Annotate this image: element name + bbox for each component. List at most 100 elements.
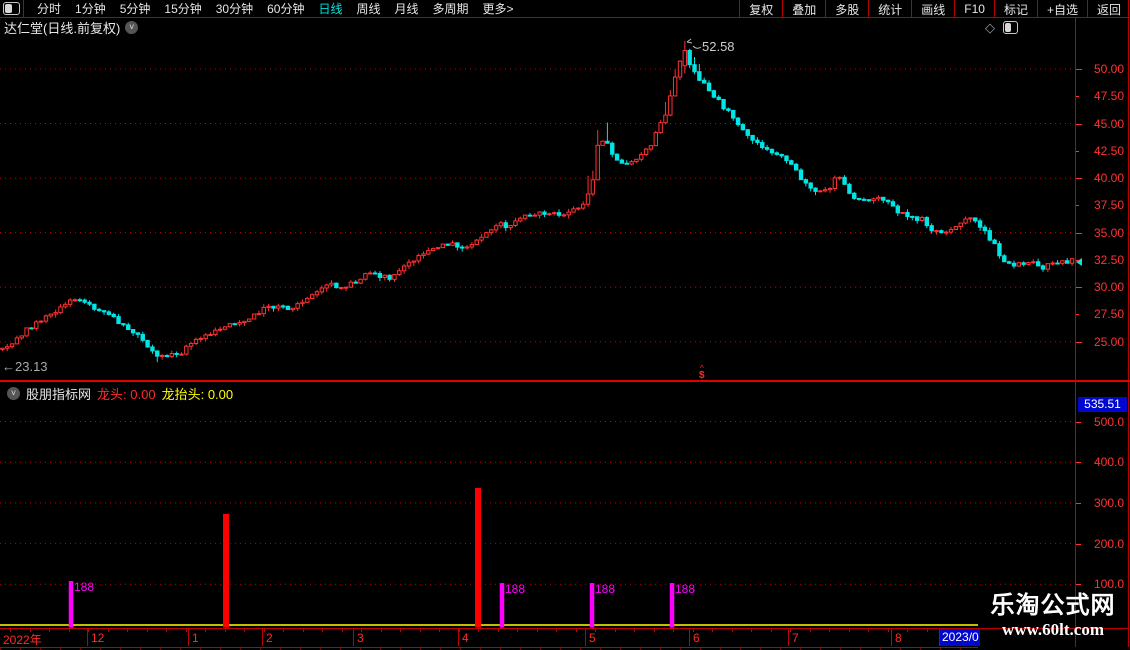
candle-body bbox=[319, 287, 325, 293]
candle-body bbox=[435, 247, 441, 250]
panel-split-icon[interactable] bbox=[1003, 21, 1018, 34]
cutoff-grid-fragment bbox=[240, 648, 241, 650]
menu-item-叠加[interactable]: 叠加 bbox=[782, 0, 825, 17]
panel-divider[interactable] bbox=[0, 380, 1130, 382]
candle-body bbox=[1002, 255, 1007, 263]
candle-body bbox=[193, 338, 199, 344]
menu-item-分时[interactable]: 分时 bbox=[37, 2, 62, 16]
menu-item-5分钟[interactable]: 5分钟 bbox=[119, 2, 151, 16]
menu-item-画线[interactable]: 画线 bbox=[911, 0, 954, 17]
time-axis-week-tick bbox=[517, 629, 518, 632]
candle-body bbox=[919, 217, 925, 221]
menu-item-返回[interactable]: 返回 bbox=[1086, 0, 1130, 17]
candle-body bbox=[832, 177, 838, 189]
cutoff-grid-fragment bbox=[100, 648, 101, 650]
candle-body bbox=[924, 217, 930, 227]
cutoff-grid-fragment bbox=[20, 648, 21, 650]
candle-body bbox=[38, 320, 44, 323]
title-bar-icons: ◇ bbox=[985, 21, 1018, 34]
time-axis-week-tick bbox=[575, 629, 577, 632]
menu-item-30分钟[interactable]: 30分钟 bbox=[215, 2, 254, 16]
menu-item-周线[interactable]: 周线 bbox=[356, 2, 381, 16]
candle-body bbox=[982, 226, 988, 232]
indicator-chevron-icon[interactable]: ˅ bbox=[7, 386, 20, 400]
cutoff-grid-fragment bbox=[880, 648, 881, 650]
candle-body bbox=[343, 286, 349, 289]
chevron-down-icon[interactable]: ˅ bbox=[125, 21, 139, 34]
candle-body bbox=[735, 117, 741, 126]
price-axis: 50.00 47.50 45.00 42.50 40.00 37.50 35.00 32.50… bbox=[1076, 37, 1128, 380]
menu-item-标记[interactable]: 标记 bbox=[993, 0, 1037, 17]
indicator-axis-tick bbox=[1076, 543, 1081, 545]
candle-body bbox=[169, 353, 175, 358]
price-axis-label: 40.00 bbox=[1093, 171, 1124, 186]
candle-body bbox=[910, 215, 915, 218]
menu-item-60分钟[interactable]: 60分钟 bbox=[267, 2, 305, 16]
time-axis-week-tick bbox=[926, 629, 928, 632]
candle-body bbox=[1006, 261, 1012, 264]
candle-body bbox=[53, 312, 58, 315]
menu-item-多股[interactable]: 多股 bbox=[825, 0, 868, 17]
candle-body bbox=[1026, 262, 1031, 265]
cutoff-grid-fragment bbox=[120, 648, 121, 650]
candle-body bbox=[285, 305, 291, 311]
candle-body bbox=[0, 347, 5, 350]
candle-body bbox=[184, 345, 189, 355]
candle-body bbox=[687, 49, 692, 66]
candle-body bbox=[639, 153, 644, 160]
candle-body bbox=[706, 82, 712, 92]
menu-item-更多>[interactable]: 更多> bbox=[482, 2, 514, 16]
menu-item-月线[interactable]: 月线 bbox=[394, 2, 419, 16]
menu-item-F10[interactable]: F10 bbox=[954, 0, 994, 17]
candle-body bbox=[963, 218, 968, 224]
time-axis-week-tick bbox=[809, 629, 811, 632]
menu-item-统计[interactable]: 统计 bbox=[868, 0, 911, 17]
candlestick-chart[interactable]: 52.58 ←23.13 ^ $ bbox=[0, 37, 1076, 381]
indicator-chart[interactable]: 188 188 188 188 bbox=[0, 383, 1076, 628]
menu-item-复权[interactable]: 复权 bbox=[739, 0, 782, 17]
time-axis-week-tick bbox=[185, 629, 187, 632]
candle-body bbox=[997, 243, 1002, 257]
menu-item-+自选[interactable]: +自选 bbox=[1036, 0, 1087, 17]
candle-body bbox=[1040, 265, 1046, 270]
candle-body bbox=[203, 334, 208, 339]
time-axis[interactable]: 2022年 12 1 2 3 4 5 6 7 8 bbox=[0, 629, 978, 648]
candle-body bbox=[261, 306, 266, 315]
candle-body bbox=[876, 196, 881, 200]
time-axis-week-tick bbox=[458, 629, 460, 632]
candle-body bbox=[537, 211, 542, 216]
cutoff-grid-fragment bbox=[720, 648, 721, 650]
cutoff-grid-fragment bbox=[0, 648, 1, 650]
candle-body bbox=[1016, 262, 1021, 267]
candle-body bbox=[905, 211, 910, 217]
menu-item-日线[interactable]: 日线 bbox=[318, 2, 343, 16]
menu-item-15分钟[interactable]: 15分钟 bbox=[164, 2, 202, 16]
cutoff-grid-fragment bbox=[600, 648, 601, 650]
cutoff-grid-fragment bbox=[580, 648, 581, 650]
cutoff-grid-fragment bbox=[900, 648, 901, 650]
price-axis-label: 47.50 bbox=[1093, 89, 1124, 104]
diamond-icon[interactable]: ◇ bbox=[985, 20, 995, 35]
candle-body bbox=[842, 176, 847, 185]
time-axis-week-tick bbox=[380, 629, 382, 632]
candle-body bbox=[653, 132, 658, 147]
candle-body bbox=[242, 320, 247, 324]
time-axis-label: 2 bbox=[266, 631, 273, 645]
cutoff-grid-fragment bbox=[920, 648, 921, 650]
time-axis-week-tick bbox=[614, 629, 616, 632]
candle-body bbox=[213, 329, 218, 336]
cutoff-grid-fragment bbox=[440, 648, 441, 650]
candle-body bbox=[58, 306, 63, 314]
time-axis-label: 6 bbox=[693, 631, 700, 645]
watermark-url: www.60lt.com bbox=[1002, 620, 1104, 639]
candle-body bbox=[1069, 258, 1075, 264]
menu-item-多周期[interactable]: 多周期 bbox=[432, 2, 469, 16]
indicator-header: ˅ 股朋指标网 龙头: 0.00 龙抬头: 0.00 bbox=[2, 385, 233, 402]
candle-body bbox=[600, 140, 605, 146]
candle-body bbox=[764, 147, 770, 150]
candle-body bbox=[1065, 260, 1070, 264]
candle-body bbox=[314, 291, 320, 296]
menu-item-1分钟[interactable]: 1分钟 bbox=[75, 2, 106, 16]
candle-body bbox=[881, 196, 886, 201]
layout-toggle-icon[interactable] bbox=[3, 2, 20, 15]
